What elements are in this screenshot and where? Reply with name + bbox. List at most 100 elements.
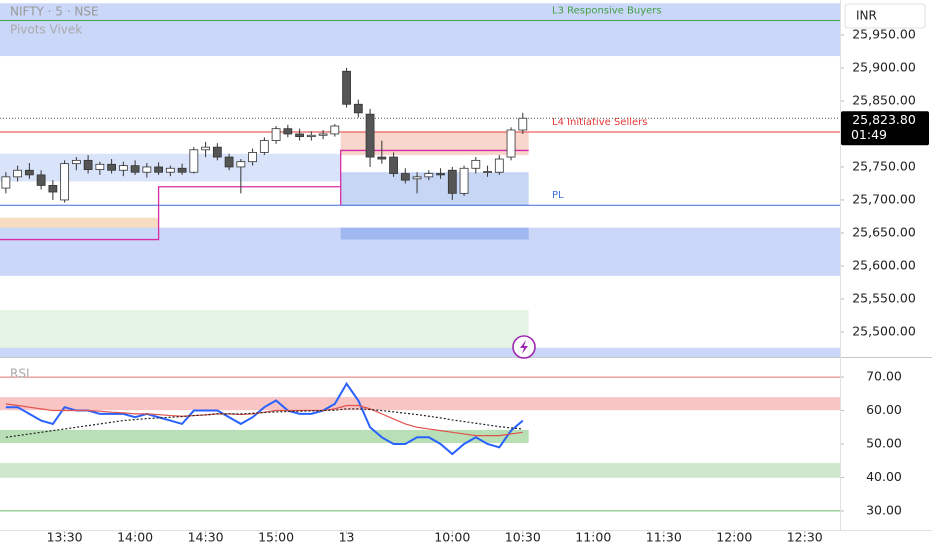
candle-body: [165, 167, 175, 173]
candle-body: [142, 166, 152, 173]
level-label: PL: [552, 190, 564, 201]
x-tick-label: 11:00: [575, 530, 611, 545]
axes: 25,950.0025,900.0025,850.0025,800.0025,7…: [47, 26, 929, 545]
zone: [340, 172, 529, 206]
rsi-title: RSI: [10, 367, 30, 381]
candle-body: [447, 169, 457, 194]
candle-body: [295, 133, 304, 137]
candle-body: [189, 149, 199, 173]
candle-body: [201, 146, 210, 151]
candle-body: [13, 169, 23, 178]
candle-body: [306, 134, 316, 137]
candle-body: [95, 163, 105, 170]
y-tick-label: 25,900.00: [852, 59, 916, 74]
candle-body: [424, 173, 434, 178]
alert-icon[interactable]: [512, 335, 536, 359]
y-tick-label: 25,550.00: [852, 290, 916, 305]
pivot-line: [340, 149, 529, 206]
candle-body: [212, 146, 222, 158]
x-tick-label: 12:00: [716, 530, 752, 545]
candle-body: [283, 128, 293, 135]
candle-body: [24, 169, 34, 176]
zone: [0, 463, 840, 478]
zone: [0, 397, 840, 411]
candle-body: [177, 167, 187, 173]
zone: [0, 347, 840, 357]
candle-body: [154, 166, 163, 173]
candle-body: [83, 159, 93, 170]
symbol-title: NIFTY · 5 · NSE: [10, 5, 99, 19]
y-tick-label: 25,700.00: [852, 191, 916, 206]
candle-body: [365, 113, 375, 158]
candle-body: [389, 156, 398, 174]
zone: [0, 310, 529, 350]
zone: [340, 132, 529, 156]
currency[interactable]: INR: [856, 9, 877, 23]
candle-body: [330, 125, 340, 135]
candle-body: [1, 176, 11, 189]
zone: [0, 429, 529, 443]
y-tick-label: 25,850.00: [852, 92, 916, 107]
last-price-box: [841, 111, 929, 146]
candle-body: [506, 129, 516, 158]
x-tick-label: 12:30: [787, 530, 823, 545]
y-tick-label: 25,500.00: [852, 323, 916, 338]
zone: [0, 3, 840, 57]
last-price-label: 25,823.80: [852, 112, 916, 127]
pivot-line: [0, 186, 341, 241]
candle-body: [60, 163, 70, 201]
y-tick-label: 40.00: [866, 469, 902, 484]
countdown: 01:49: [851, 127, 887, 142]
x-tick-label: 13: [339, 530, 355, 545]
candle-body: [353, 103, 363, 114]
x-tick-label: 10:00: [434, 530, 470, 545]
candle-body: [318, 133, 328, 136]
candle-body: [71, 159, 81, 165]
candle-body: [494, 158, 504, 173]
rsi-line: [5, 403, 523, 437]
candle-body: [36, 174, 46, 186]
currency-button[interactable]: [844, 3, 926, 29]
candle-body: [118, 165, 128, 171]
y-tick-label: 70.00: [866, 369, 902, 384]
y-tick-label: 25,750.00: [852, 158, 916, 173]
rsi-line: [5, 408, 523, 438]
candle-body: [224, 156, 234, 168]
level-label: L3 Responsive Buyers: [552, 5, 662, 16]
candle-body: [48, 185, 58, 193]
candle-body: [436, 173, 445, 176]
x-tick-label: 11:30: [646, 530, 682, 545]
candle-body: [400, 173, 410, 181]
x-tick-label: 10:30: [505, 530, 541, 545]
candle-body: [130, 165, 140, 173]
y-tick-label: 50.00: [866, 436, 902, 451]
candle-body: [271, 128, 281, 141]
candle-body: [459, 167, 469, 194]
candle-body: [471, 159, 481, 169]
y-tick-label: 25,650.00: [852, 224, 916, 239]
candle-body: [248, 152, 257, 163]
x-tick-label: 14:30: [188, 530, 224, 545]
candle-body: [259, 140, 269, 153]
rsi-line: [5, 381, 524, 456]
candle-body: [342, 70, 351, 105]
candle-body: [412, 176, 422, 180]
y-tick-label: 25,950.00: [852, 26, 916, 41]
candle-body: [377, 156, 387, 160]
x-tick-label: 14:00: [117, 530, 153, 545]
zone: [340, 227, 529, 240]
candle-body: [518, 117, 528, 131]
price-panel: [0, 3, 840, 357]
y-tick-label: 30.00: [866, 502, 902, 517]
candle-body: [483, 171, 492, 173]
rsi-panel: [0, 376, 840, 512]
y-tick-label: 60.00: [866, 402, 902, 417]
level-label: L4 Initiative Sellers: [552, 117, 647, 128]
y-tick-label: 25,600.00: [852, 257, 916, 272]
candle-body: [107, 163, 117, 171]
x-tick-label: 13:30: [47, 530, 83, 545]
candle-body: [236, 161, 246, 168]
indicator-name: Pivots Vivek: [10, 23, 82, 37]
x-tick-label: 15:00: [258, 530, 294, 545]
